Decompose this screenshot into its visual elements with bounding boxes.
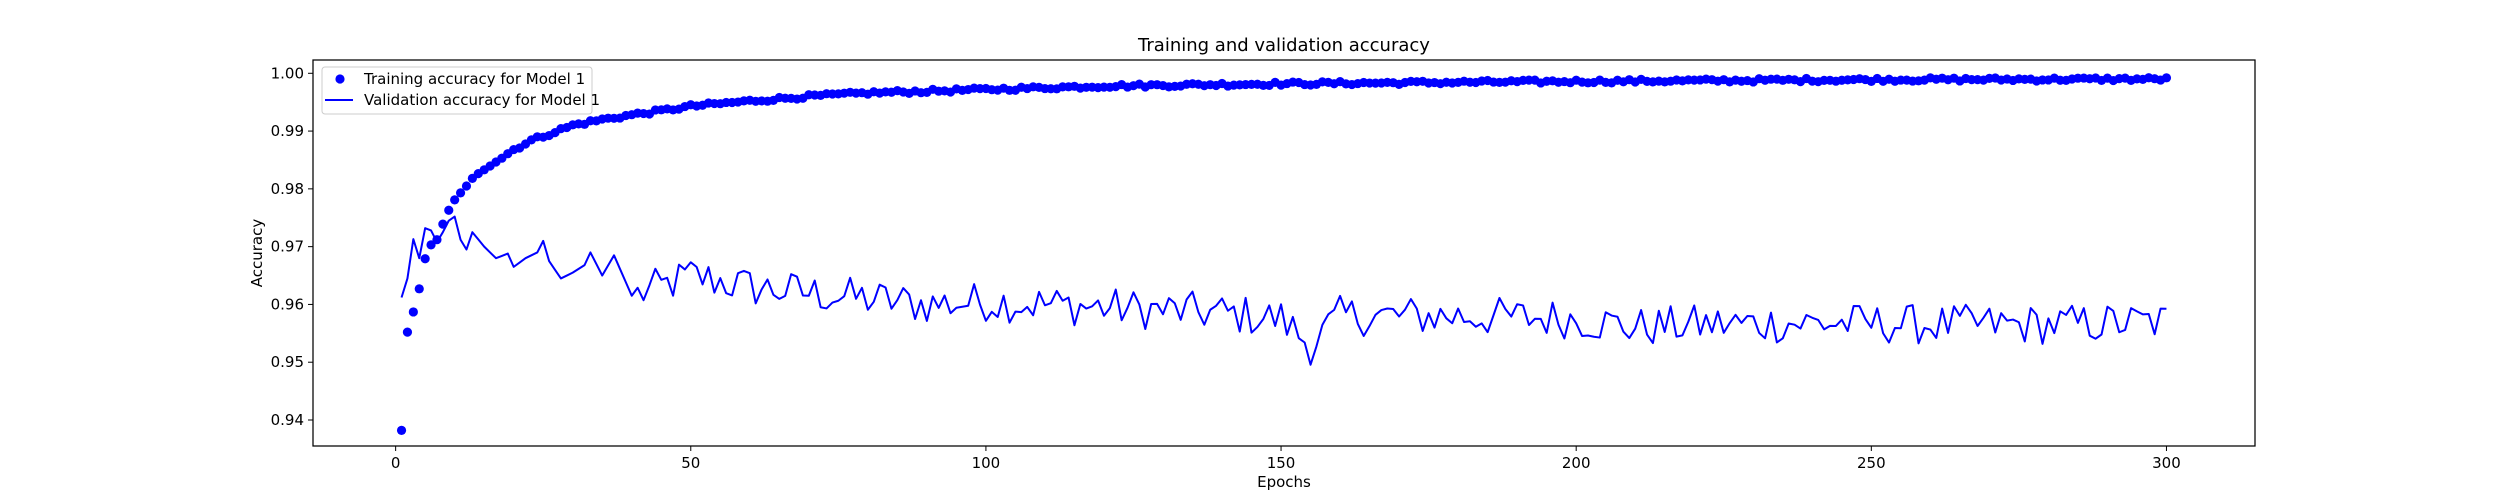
y-tick-label: 1.00 [271, 64, 304, 82]
x-tick-label: 300 [2152, 454, 2181, 472]
legend-label-training: Training accuracy for Model 1 [363, 70, 585, 88]
training-accuracy-point [461, 181, 472, 191]
legend-box [321, 66, 593, 115]
x-tick-label: 150 [1267, 454, 1296, 472]
y-tick-label: 0.97 [271, 238, 304, 256]
y-tick-label: 0.94 [271, 411, 304, 429]
training-accuracy-point [438, 219, 448, 229]
plot-frame [312, 59, 2256, 447]
training-accuracy-point [444, 205, 454, 215]
training-accuracy-point [432, 235, 442, 245]
training-accuracy-point [455, 188, 466, 198]
x-tick-label: 100 [972, 454, 1001, 472]
y-axis-label: Accuracy [248, 219, 266, 288]
y-tick-label: 0.99 [271, 122, 304, 140]
training-accuracy-point [396, 425, 407, 435]
x-tick-label: 0 [391, 454, 401, 472]
training-accuracy-point [414, 284, 424, 294]
training-accuracy-point [420, 254, 430, 264]
x-tick-label: 250 [1857, 454, 1886, 472]
legend-marker-training [335, 74, 345, 84]
training-accuracy-point [402, 327, 413, 337]
y-tick-label: 0.98 [271, 180, 304, 198]
data-marks [396, 73, 2172, 435]
y-tick-label: 0.96 [271, 295, 304, 313]
axis-ticks: 0 50 100 150 200 250 300 0.94 0.95 0.96 0.97 0.98 0.… [271, 64, 2181, 472]
training-accuracy-point [2161, 73, 2172, 83]
legend-label-validation: Validation accuracy for Model 1 [364, 91, 600, 109]
validation-accuracy-line [400, 215, 2167, 366]
y-tick-label: 0.95 [271, 353, 304, 371]
training-accuracy-point [450, 195, 460, 205]
x-tick-label: 50 [681, 454, 700, 472]
training-accuracy-point [426, 240, 436, 250]
training-accuracy-point [408, 307, 418, 317]
x-tick-label: 200 [1562, 454, 1591, 472]
x-axis-label: Epochs [1257, 473, 1311, 491]
chart-title: Training and validation accuracy [1137, 35, 1430, 56]
legend: Training accuracy for Model 1 Validation … [321, 66, 600, 115]
